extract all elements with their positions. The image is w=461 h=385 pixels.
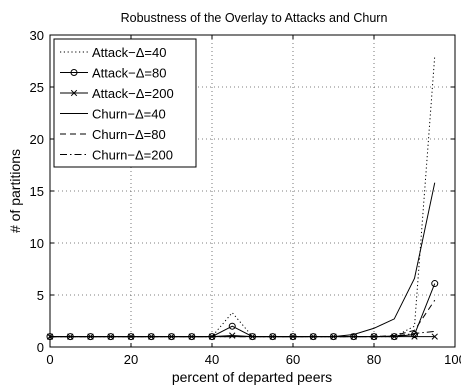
y-tick-label: 0 [37, 340, 44, 355]
y-tick-label: 5 [37, 288, 44, 303]
series-line [50, 330, 435, 338]
legend-item: Attack−Δ=200 [60, 86, 174, 101]
series-6 [50, 330, 435, 338]
x-tick-label: 40 [205, 352, 219, 367]
y-tick-label: 10 [30, 236, 44, 251]
series-line [50, 283, 436, 338]
y-tick-label: 25 [30, 80, 44, 95]
x-axis-label: percent of departed peers [172, 369, 332, 385]
series-2 [46, 280, 439, 341]
data-point [431, 333, 438, 340]
x-tick-label: 0 [46, 352, 53, 367]
x-tick-label: 100 [444, 352, 461, 367]
legend-label: Churn−Δ=200 [92, 148, 173, 163]
series-group [46, 55, 439, 341]
legend-item: Churn−Δ=40 [60, 107, 166, 122]
data-point [411, 331, 418, 339]
legend-item: Churn−Δ=200 [60, 148, 173, 163]
grid-lines [50, 35, 455, 347]
legend-label: Attack−Δ=80 [92, 66, 166, 81]
legend-label: Attack−Δ=40 [92, 45, 166, 60]
data-point [229, 332, 236, 339]
legend-box [53, 38, 197, 168]
x-tick-label: 80 [367, 352, 381, 367]
data-point [391, 333, 398, 340]
legend-item: Attack−Δ=40 [60, 45, 166, 60]
y-tick-label: 15 [30, 184, 44, 199]
series-4 [50, 182, 436, 338]
legend-label: Churn−Δ=80 [92, 127, 166, 142]
series-line [50, 182, 436, 338]
data-point [431, 280, 439, 288]
chart-title: Robustness of the Overlay to Attacks and… [121, 11, 388, 25]
legend-marker [70, 89, 78, 97]
data-point [228, 322, 236, 330]
legend-label: Attack−Δ=200 [92, 86, 174, 101]
legend-item: Churn−Δ=80 [60, 127, 166, 142]
legend-marker [70, 69, 78, 76]
legend-label: Churn−Δ=40 [92, 107, 166, 122]
y-tick-label: 20 [30, 132, 44, 147]
y-tick-label: 30 [30, 28, 44, 43]
x-tick-label: 60 [286, 352, 300, 367]
x-tick-label: 20 [124, 352, 138, 367]
legend: Attack−Δ=40 Attack−Δ=80 Attack−Δ=200 Churn−… [53, 38, 197, 168]
data-point [411, 333, 418, 340]
axis-ticks: 0 20 40 60 80 100 0 5 10 15 20 25 30 [30, 28, 461, 367]
y-axis-label: # of partitions [7, 149, 23, 233]
legend-item: Attack−Δ=80 [60, 66, 166, 81]
